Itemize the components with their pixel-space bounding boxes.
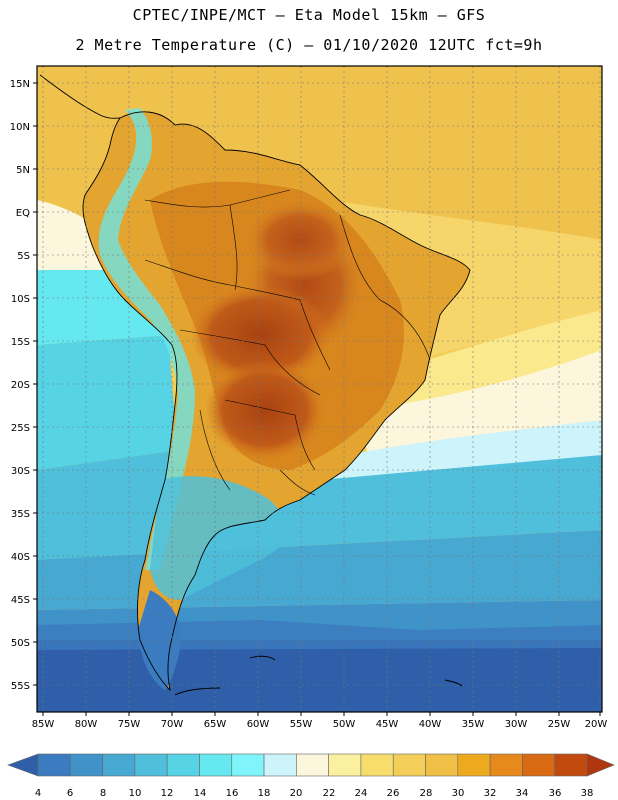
lat-label: 5S (17, 251, 30, 262)
legend-label: 10 (129, 788, 142, 799)
legend-label: 8 (100, 788, 106, 799)
color-legend: 4 6 8 10 12 14 16 18 20 22 24 26 28 30 3… (7, 753, 615, 799)
graticule (37, 66, 602, 712)
lat-label: 45S (11, 595, 30, 606)
legend-swatch (489, 753, 523, 777)
lon-label: 45W (376, 719, 399, 730)
lat-label: 10S (11, 294, 30, 305)
lat-label: 35S (11, 509, 30, 520)
south-band-6 (37, 640, 602, 712)
lat-label: 25S (11, 423, 30, 434)
lat-label: 50S (11, 638, 30, 649)
chart-title-line2: 2 Metre Temperature (C) – 01/10/2020 12U… (75, 36, 543, 54)
legend-swatch (554, 753, 588, 777)
legend-swatches (7, 753, 615, 777)
legend-swatch (360, 753, 394, 777)
legend-swatch (37, 753, 71, 777)
lat-label: 15S (11, 337, 30, 348)
legend-label: 4 (35, 788, 41, 799)
legend-label: 38 (581, 788, 594, 799)
far-south-cool (138, 590, 181, 690)
legend-swatch (296, 753, 329, 777)
legend-swatch (522, 753, 556, 777)
legend-label: 20 (290, 788, 303, 799)
lon-label: 70W (161, 719, 184, 730)
pacific-band-20-22 (37, 200, 110, 270)
coastlines (39, 74, 471, 696)
pacific-band-14 (37, 335, 180, 470)
lat-label: 5N (16, 165, 30, 176)
legend-swatch (166, 753, 200, 777)
lon-label: 40W (419, 719, 442, 730)
hot-core-central (190, 285, 330, 385)
legend-label: 36 (549, 788, 562, 799)
legend-swatch (263, 753, 297, 777)
patagonia-cool (150, 476, 288, 600)
lat-label: 10N (10, 122, 30, 133)
hot-core-chaco (205, 360, 325, 460)
lat-label: 15N (10, 79, 30, 90)
hot-core-north (245, 200, 355, 280)
lat-label: 30S (11, 466, 30, 477)
south-atlantic-cream (360, 350, 602, 470)
lon-label: 75W (118, 719, 141, 730)
map-frame (36, 65, 603, 713)
lon-label: 55W (290, 719, 313, 730)
legend-label: 30 (452, 788, 465, 799)
legend-label: 32 (484, 788, 497, 799)
legend-label: 22 (323, 788, 336, 799)
legend-swatch (231, 753, 265, 777)
axis-ticks (33, 82, 601, 716)
lon-label: 35W (462, 719, 485, 730)
legend-label: 14 (194, 788, 207, 799)
legend-swatch (69, 753, 103, 777)
andes-cool-strip (98, 108, 195, 570)
lat-label: 20S (11, 380, 30, 391)
legend-label: 12 (161, 788, 174, 799)
legend-swatch (134, 753, 168, 777)
legend-label: 18 (258, 788, 271, 799)
pacific-band-16-18 (37, 270, 170, 345)
lon-label: 85W (32, 719, 55, 730)
legend-label: 28 (420, 788, 433, 799)
legend-label: 6 (67, 788, 73, 799)
longitude-labels: 85W 80W 75W 70W 65W 60W 55W 50W 45W 40W … (32, 719, 608, 730)
lon-label: 25W (548, 719, 571, 730)
lat-label: EQ (16, 208, 30, 219)
legend-label: 24 (355, 788, 368, 799)
lon-label: 80W (75, 719, 98, 730)
latitude-labels: 15N 10N 5N EQ 5S 10S 15S 20S 25S 30S 35S… (10, 79, 30, 692)
legend-arrow-high (586, 753, 615, 777)
country-borders (144, 189, 431, 496)
legend-label: 16 (226, 788, 239, 799)
map-field (37, 66, 602, 712)
legend-swatch (328, 753, 362, 777)
chart-title-line1: CPTEC/INPE/MCT – Eta Model 15km – GFS (132, 6, 486, 24)
lat-label: 55S (11, 681, 30, 692)
lon-label: 20W (585, 719, 608, 730)
legend-labels: 4 6 8 10 12 14 16 18 20 22 24 26 28 30 3… (35, 788, 594, 799)
legend-swatch (457, 753, 491, 777)
legend-arrow-low (7, 753, 39, 777)
lat-label: 40S (11, 552, 30, 563)
legend-swatch (102, 753, 136, 777)
lon-label: 65W (204, 719, 227, 730)
legend-label: 26 (387, 788, 400, 799)
lon-label: 60W (247, 719, 270, 730)
legend-swatch (199, 753, 233, 777)
legend-swatch (392, 753, 426, 777)
legend-label: 34 (516, 788, 529, 799)
lon-label: 50W (333, 719, 356, 730)
legend-swatch (425, 753, 459, 777)
lon-label: 30W (505, 719, 528, 730)
